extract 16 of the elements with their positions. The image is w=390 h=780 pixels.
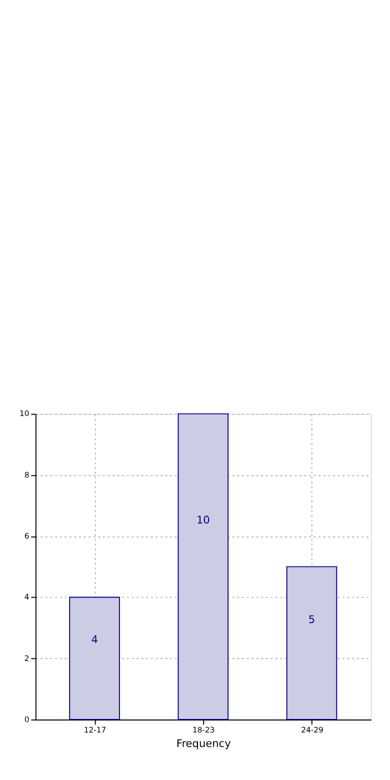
bar (69, 596, 120, 720)
y-tick-label: 2 (24, 654, 30, 663)
x-axis-title: Frequency (176, 738, 231, 750)
x-tick-label: 12-17 (84, 725, 106, 734)
data-label: 10 (196, 514, 210, 527)
bar (286, 566, 338, 720)
y-tick-label: 0 (24, 714, 30, 724)
data-label: 5 (308, 614, 316, 626)
bar (178, 413, 229, 720)
data-label: 4 (91, 634, 98, 646)
y-tick-label: 6 (24, 531, 30, 540)
y-tick-label: 10 (19, 409, 30, 418)
y-tick-label: 4 (24, 592, 30, 602)
x-tick-label: 18-23 (192, 725, 215, 734)
y-tick-label: 8 (24, 470, 30, 480)
x-tick-label: 24-29 (301, 725, 324, 734)
